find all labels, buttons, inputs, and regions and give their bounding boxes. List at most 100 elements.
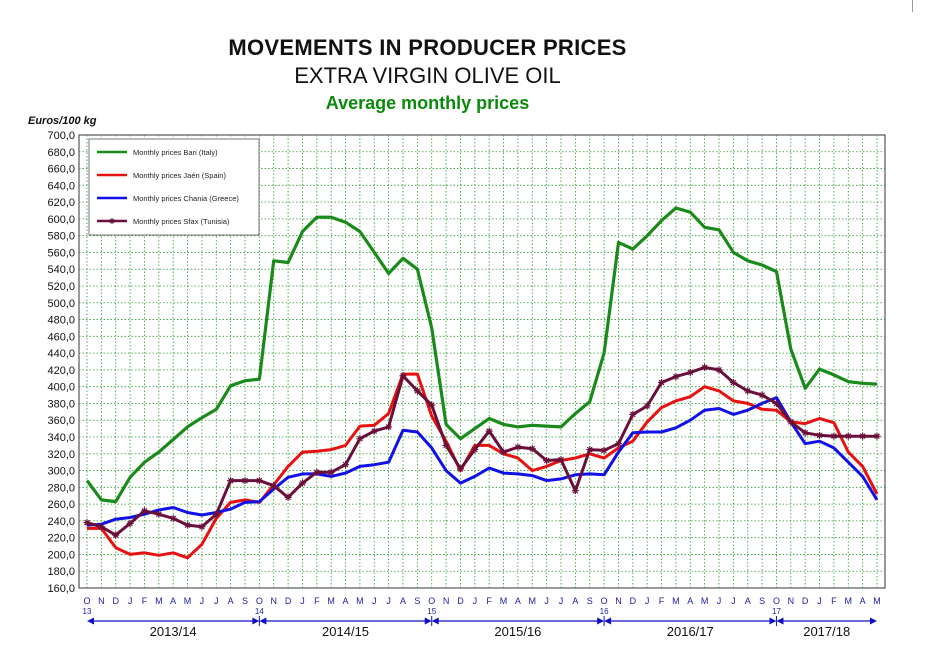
series-line <box>86 365 877 537</box>
series-marker <box>270 482 278 490</box>
series-marker <box>744 387 752 395</box>
x-tick-label: O <box>256 596 263 606</box>
legend-marker <box>109 218 115 224</box>
series-marker <box>155 510 163 518</box>
y-tick-label: 340,0 <box>47 432 75 444</box>
series-marker <box>241 477 249 485</box>
season-arrow-right <box>424 617 432 625</box>
x-tick-label: J <box>200 596 205 606</box>
y-tick-label: 260,0 <box>47 499 75 511</box>
series-marker <box>701 363 709 371</box>
y-tick-label: 180,0 <box>47 566 75 578</box>
x-tick-label: F <box>486 596 492 606</box>
series-marker <box>298 479 306 487</box>
legend-label: Monthly prices Bari (Italy) <box>133 148 218 157</box>
series-marker <box>112 531 120 539</box>
season-label: 2014/15 <box>322 624 369 639</box>
x-tick-label: A <box>860 596 866 606</box>
y-tick-label: 580,0 <box>47 231 75 243</box>
x-tick-label: A <box>515 596 521 606</box>
x-tick-label: J <box>372 596 377 606</box>
series-marker <box>514 443 522 451</box>
series-marker <box>342 461 350 469</box>
x-tick-label: A <box>400 596 406 606</box>
x-tick-label: D <box>457 596 464 606</box>
x-tick-label: J <box>300 596 305 606</box>
x-tick-label: J <box>559 596 564 606</box>
series-marker <box>227 477 235 485</box>
series-marker <box>313 468 321 476</box>
series-marker <box>600 446 608 454</box>
season-arrow-left <box>431 617 439 625</box>
series-marker <box>830 432 838 440</box>
legend-label: Monthly prices Jaén (Spain) <box>133 171 226 180</box>
x-tick-label: J <box>473 596 478 606</box>
x-year-label: 17 <box>772 607 781 616</box>
season-arrow-left <box>259 617 267 625</box>
x-tick-label: J <box>214 596 219 606</box>
season-arrow-left <box>87 617 94 625</box>
season-label: 2013/14 <box>150 624 197 639</box>
series-marker <box>485 427 493 435</box>
x-tick-label: J <box>544 596 549 606</box>
y-tick-label: 320,0 <box>47 449 75 461</box>
x-tick-label: J <box>386 596 391 606</box>
x-year-label: 15 <box>427 607 436 616</box>
series-marker <box>686 368 694 376</box>
series-marker <box>284 493 292 501</box>
x-tick-label: A <box>745 596 751 606</box>
series-marker <box>456 465 464 473</box>
x-tick-label: O <box>601 596 608 606</box>
series-marker <box>428 401 436 409</box>
x-tick-label: M <box>845 596 853 606</box>
legend-label: Monthly prices Sfax (Tunisia) <box>133 217 230 226</box>
y-tick-label: 700,0 <box>47 130 75 142</box>
x-tick-label: M <box>701 596 709 606</box>
series-marker <box>97 523 105 531</box>
series-marker <box>169 514 177 522</box>
series-marker <box>844 432 852 440</box>
season-label: 2015/16 <box>494 624 541 639</box>
series-marker <box>255 477 263 485</box>
corner-divider <box>912 0 913 12</box>
y-tick-label: 660,0 <box>47 164 75 176</box>
series-marker <box>184 521 192 529</box>
series-marker <box>442 441 450 449</box>
y-tick-label: 500,0 <box>47 298 75 310</box>
x-tick-label: J <box>645 596 650 606</box>
season-label: 2016/17 <box>667 624 714 639</box>
x-tick-label: F <box>142 596 148 606</box>
season-arrow-right <box>769 617 777 625</box>
series-marker <box>543 456 551 464</box>
season-label: 2017/18 <box>803 624 850 639</box>
x-tick-label: M <box>155 596 163 606</box>
series-marker <box>715 366 723 374</box>
x-year-label: 16 <box>600 607 609 616</box>
x-tick-label: M <box>500 596 508 606</box>
x-tick-label: F <box>314 596 320 606</box>
x-tick-label: F <box>831 596 837 606</box>
x-tick-label: N <box>788 596 795 606</box>
series-marker <box>500 448 508 456</box>
series-marker <box>140 507 148 515</box>
chart-subtitle: EXTRA VIRGIN OLIVE OIL <box>294 63 561 88</box>
y-tick-label: 240,0 <box>47 516 75 528</box>
y-tick-label: 300,0 <box>47 466 75 478</box>
series-marker <box>672 373 680 381</box>
x-tick-label: M <box>327 596 335 606</box>
y-tick-label: 620,0 <box>47 197 75 209</box>
x-tick-label: F <box>659 596 665 606</box>
y-tick-label: 160,0 <box>47 583 75 595</box>
x-tick-label: J <box>717 596 722 606</box>
x-tick-label: S <box>759 596 765 606</box>
series-marker <box>385 423 393 431</box>
series-marker <box>399 372 407 380</box>
series-marker <box>126 519 134 527</box>
chart-title: MOVEMENTS IN PRODUCER PRICES <box>228 35 627 60</box>
series-marker <box>586 446 594 454</box>
series-marker <box>528 445 536 453</box>
y-tick-label: 540,0 <box>47 264 75 276</box>
x-tick-label: J <box>731 596 736 606</box>
series-marker <box>471 446 479 454</box>
x-tick-label: A <box>343 596 349 606</box>
